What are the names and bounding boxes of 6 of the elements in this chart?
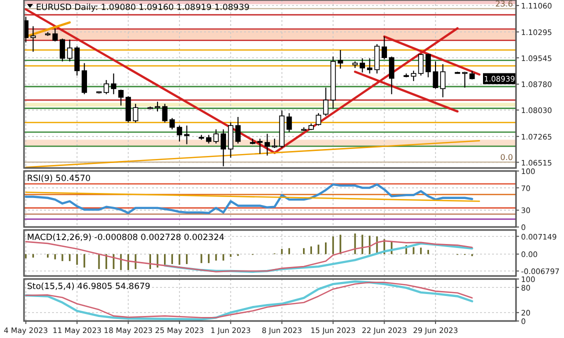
chart-title: MACD(12,26,9) -0.000808 0.002728 0.002324 — [27, 233, 224, 243]
annotation: 0.0 — [500, 153, 513, 162]
chart-title: RSI(9) 50.4570 — [27, 174, 91, 184]
chart-title: Sto(15,5,4) 46.9805 54.8679 — [27, 282, 150, 292]
annotation: 23.6 — [495, 0, 513, 9]
chart-title: EURUSD Daily: 1.09080 1.09160 1.08919 1.08939 — [36, 3, 250, 13]
